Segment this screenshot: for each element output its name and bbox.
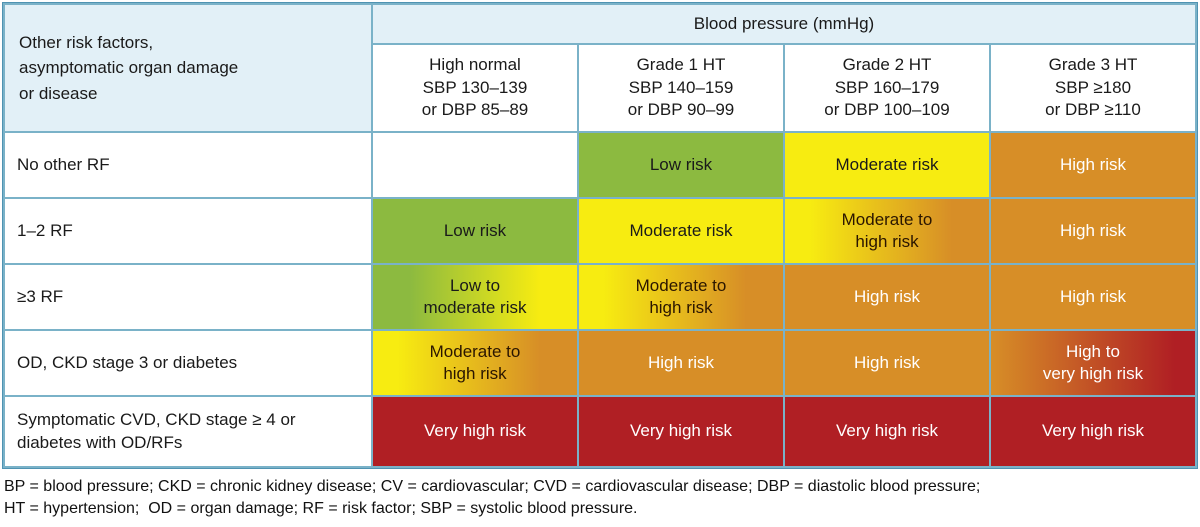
risk-cell: Moderate to high risk — [373, 331, 577, 395]
risk-cell: Moderate to high risk — [785, 199, 989, 263]
risk-cell: Very high risk — [785, 397, 989, 466]
risk-cell: Moderate risk — [785, 133, 989, 197]
corner-header: Other risk factors, asymptomatic organ d… — [5, 5, 371, 131]
risk-cell: High risk — [579, 331, 783, 395]
risk-cell: Moderate risk — [579, 199, 783, 263]
row-label-ge3-rf: ≥3 RF — [5, 265, 371, 329]
col-header-grade3-ht: Grade 3 HT SBP ≥180 or DBP ≥110 — [991, 45, 1195, 131]
row-label-od-ckd3-diabetes: OD, CKD stage 3 or diabetes — [5, 331, 371, 395]
footnote-line2: HT = hypertension; OD = organ damage; RF… — [4, 500, 638, 517]
risk-cell: High risk — [991, 133, 1195, 197]
risk-cell: Very high risk — [991, 397, 1195, 466]
abbreviations-footnote: BP = blood pressure; CKD = chronic kidne… — [4, 476, 1196, 520]
row-label-no-other-rf: No other RF — [5, 133, 371, 197]
risk-cell: Very high risk — [579, 397, 783, 466]
risk-cell: High risk — [991, 199, 1195, 263]
footnote-line1: BP = blood pressure; CKD = chronic kidne… — [4, 478, 981, 495]
risk-cell: Moderate to high risk — [579, 265, 783, 329]
cv-risk-stratification-table: Other risk factors, asymptomatic organ d… — [2, 2, 1198, 469]
blood-pressure-header: Blood pressure (mmHg) — [373, 5, 1195, 43]
risk-cell: Low risk — [373, 199, 577, 263]
risk-cell: High risk — [785, 265, 989, 329]
col-header-grade1-ht: Grade 1 HT SBP 140–159 or DBP 90–99 — [579, 45, 783, 131]
risk-cell: High to very high risk — [991, 331, 1195, 395]
risk-cell: High risk — [785, 331, 989, 395]
row-label-symptomatic-cvd: Symptomatic CVD, CKD stage ≥ 4 or diabet… — [5, 397, 371, 466]
col-header-high-normal: High normal SBP 130–139 or DBP 85–89 — [373, 45, 577, 131]
risk-cell: Low to moderate risk — [373, 265, 577, 329]
risk-cell: Low risk — [579, 133, 783, 197]
risk-cell — [373, 133, 577, 197]
risk-cell: High risk — [991, 265, 1195, 329]
row-label-1-2-rf: 1–2 RF — [5, 199, 371, 263]
col-header-grade2-ht: Grade 2 HT SBP 160–179 or DBP 100–109 — [785, 45, 989, 131]
risk-cell: Very high risk — [373, 397, 577, 466]
